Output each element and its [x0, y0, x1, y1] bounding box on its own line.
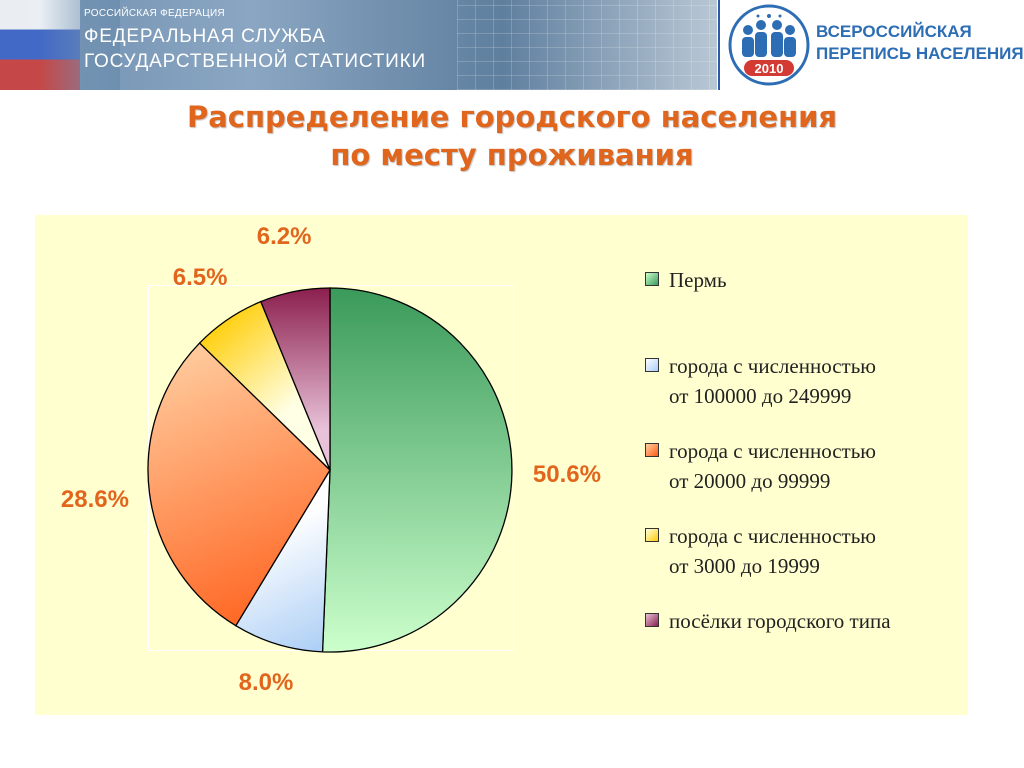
legend-swatch-cities-100k-250k — [645, 358, 659, 372]
data-label-cities-20k-100k: 28.6% — [60, 486, 129, 514]
legend-swatch-cities-20k-100k — [645, 443, 659, 457]
data-label-cities-100k-250k: 8.0% — [238, 668, 294, 696]
org-country-label: РОССИЙСКАЯ ФЕДЕРАЦИЯ — [84, 8, 225, 19]
legend-swatch-perm — [645, 272, 659, 286]
census-year: 2010 — [755, 61, 784, 76]
data-label-cities-3k-20k: 6.5% — [172, 263, 228, 291]
legend-item-cities-3k-20k: города с численностью от 3000 до 19999 — [645, 521, 876, 581]
pie-slice-cities-100k-250k — [234, 469, 331, 653]
data-label-urban-settlements: 6.2% — [256, 223, 312, 251]
pie-slice-cities-20k-100k — [147, 342, 331, 627]
census-2010-logo: 2010 — [728, 4, 810, 86]
pie-chart — [147, 287, 513, 653]
slide-title: Распределение городского населения по ме… — [0, 98, 1024, 174]
pie-slice-perm — [321, 287, 513, 653]
legend-swatch-urban-settlements — [645, 613, 659, 627]
data-label-perm: 50.6% — [532, 460, 601, 488]
legend-item-cities-20k-100k: города с численностью от 20000 до 99999 — [645, 436, 876, 496]
legend-swatch-cities-3k-20k — [645, 528, 659, 542]
legend-label-urban-settlements: посёлки городского типа — [669, 609, 891, 633]
legend-label-cities-20k-100k: города с численностью от 20000 до 99999 — [669, 439, 876, 493]
pie-slice-urban-settlements — [259, 287, 331, 471]
census-title-line1: ВСЕРОССИЙСКАЯ — [816, 22, 972, 41]
census-logo-block: 2010 ВСЕРОССИЙСКАЯ ПЕРЕПИСЬ НАСЕЛЕНИЯ — [718, 0, 1024, 90]
census-title-line2: ПЕРЕПИСЬ НАСЕЛЕНИЯ — [816, 44, 1024, 63]
chart-panel: 50.6% 8.0% 28.6% 6.5% 6.2% Пермь города с чис… — [35, 215, 968, 715]
legend-item-cities-100k-250k: города с численностью от 100000 до 24999… — [645, 351, 876, 411]
slide-title-line1: Распределение городского населения — [186, 100, 838, 134]
legend-item-perm: Пермь — [645, 265, 727, 295]
banner-grid-graphic — [457, 0, 717, 90]
legend-label-perm: Пермь — [669, 268, 727, 292]
org-name-line2: ГОСУДАРСТВЕННОЙ СТАТИСТИКИ — [84, 51, 426, 72]
rosstat-banner: РОССИЙСКАЯ ФЕДЕРАЦИЯ ФЕДЕРАЛЬНАЯ СЛУЖБА … — [0, 0, 717, 90]
org-name-line1: ФЕДЕРАЛЬНАЯ СЛУЖБА — [84, 26, 326, 47]
legend-item-urban-settlements: посёлки городского типа — [645, 606, 891, 636]
slide-title-line2: по месту проживания — [330, 138, 694, 172]
legend-label-cities-3k-20k: города с численностью от 3000 до 19999 — [669, 524, 876, 578]
legend-label-cities-100k-250k: города с численностью от 100000 до 24999… — [669, 354, 876, 408]
